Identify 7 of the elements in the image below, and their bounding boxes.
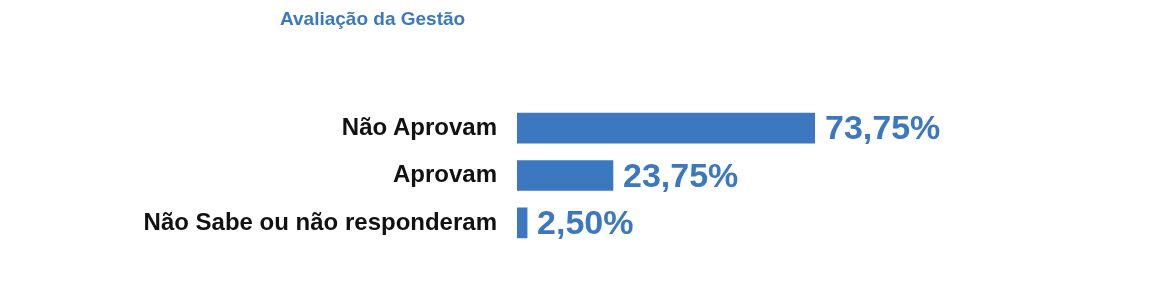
data-label: 2,50% <box>537 203 634 242</box>
chart-title: Avaliação da Gestão <box>280 8 466 30</box>
data-label: 73,75% <box>825 108 941 147</box>
y-tick-label: Não Aprovam <box>341 112 497 140</box>
y-tick-label: Não Sabe ou não responderam <box>143 207 497 235</box>
data-label: 23,75% <box>622 155 739 194</box>
y-tick-label: Aprovam <box>392 160 497 188</box>
